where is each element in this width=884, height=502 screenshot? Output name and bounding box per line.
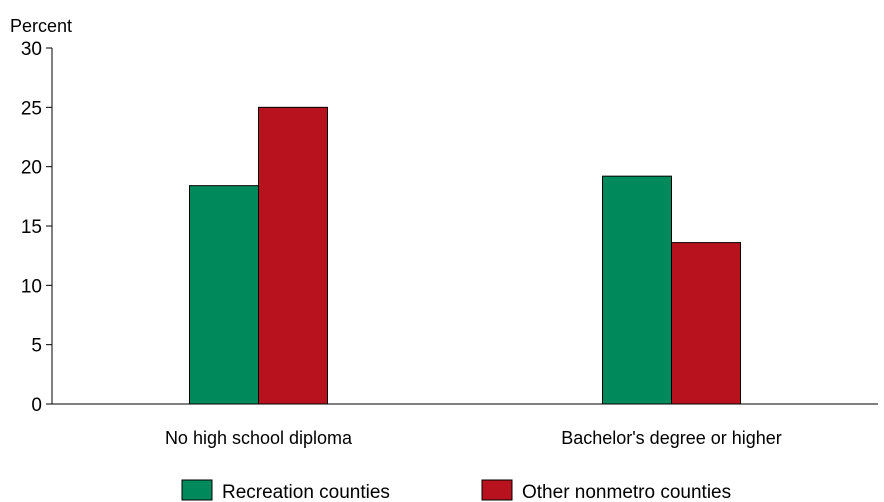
bar-recreation [189,185,259,405]
y-tick-label: 0 [31,395,42,416]
bar-recreation [602,175,672,405]
bars-group [189,106,741,405]
x-axis: No high school diploma Bachelor's degree … [52,403,878,448]
y-tick-label: 5 [31,336,42,357]
legend-swatch [181,479,213,501]
y-tick-label: 25 [21,98,42,119]
x-category-label: Bachelor's degree or higher [561,428,782,448]
y-tick-label: 15 [21,217,42,238]
y-tick-label: 10 [21,276,42,297]
legend: Recreation counties Other nonmetro counti… [181,479,731,502]
legend-label: Other nonmetro counties [522,482,731,502]
y-tick-label: 20 [21,158,42,179]
y-tick-label: 30 [21,39,42,60]
y-axis: 0 5 10 15 20 25 30 [21,39,53,416]
bar-other-nonmetro [671,242,741,405]
legend-label: Recreation counties [222,482,390,502]
legend-swatch [481,479,513,501]
bar-other-nonmetro [258,106,328,405]
x-category-label: No high school diploma [165,428,353,448]
y-axis-label: Percent [10,16,72,36]
